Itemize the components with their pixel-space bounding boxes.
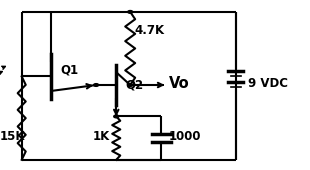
Text: 9 VDC: 9 VDC <box>248 77 288 90</box>
Circle shape <box>128 11 133 13</box>
Circle shape <box>94 84 99 86</box>
Text: 15K: 15K <box>0 130 25 143</box>
Text: 4.7K: 4.7K <box>135 24 165 37</box>
Text: Q1: Q1 <box>60 63 78 76</box>
Circle shape <box>114 115 119 118</box>
Text: Q2: Q2 <box>126 79 144 91</box>
Text: 1K: 1K <box>93 130 110 143</box>
Text: 1000: 1000 <box>169 130 202 143</box>
Circle shape <box>128 84 133 86</box>
Text: Vo: Vo <box>169 76 190 91</box>
